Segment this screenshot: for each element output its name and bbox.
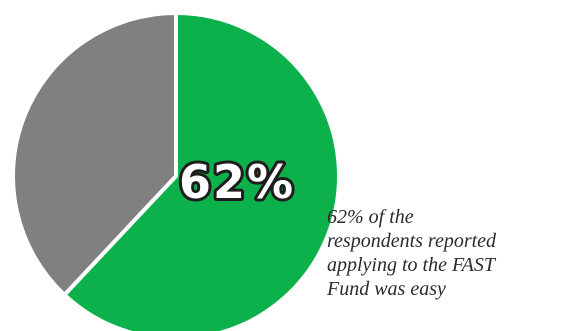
center-percent-label: 62% — [179, 155, 295, 209]
annotation-text: 62% of the respondents reported applying… — [327, 205, 570, 301]
